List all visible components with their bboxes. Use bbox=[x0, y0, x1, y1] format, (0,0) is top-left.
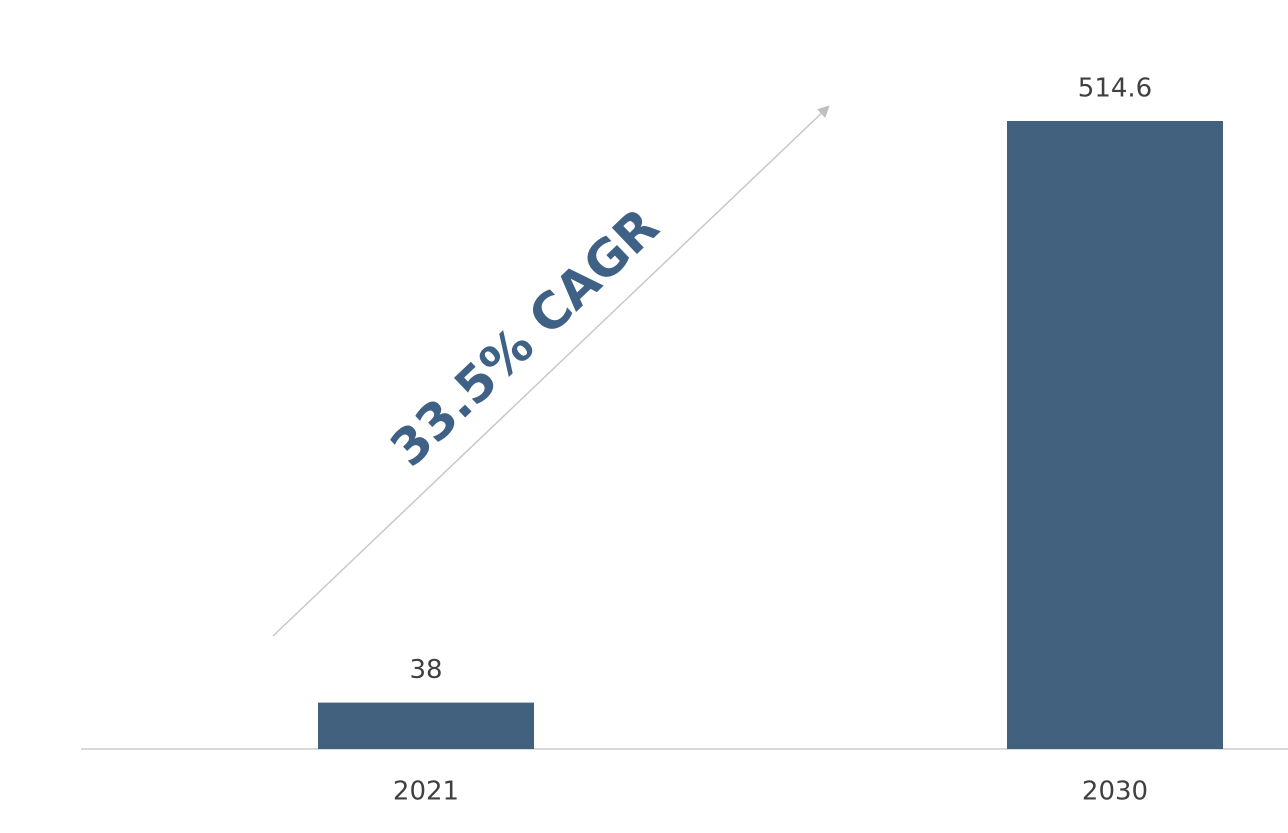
bar bbox=[318, 702, 534, 749]
bar bbox=[1007, 121, 1223, 749]
x-tick-label: 2030 bbox=[1082, 777, 1148, 807]
cagr-annotation: 33.5% CAGR bbox=[379, 197, 669, 477]
growth-arrow bbox=[272, 105, 830, 637]
value-label: 38 bbox=[409, 655, 442, 685]
x-tick-label: 2021 bbox=[393, 777, 459, 807]
value-label: 514.6 bbox=[1078, 74, 1152, 104]
